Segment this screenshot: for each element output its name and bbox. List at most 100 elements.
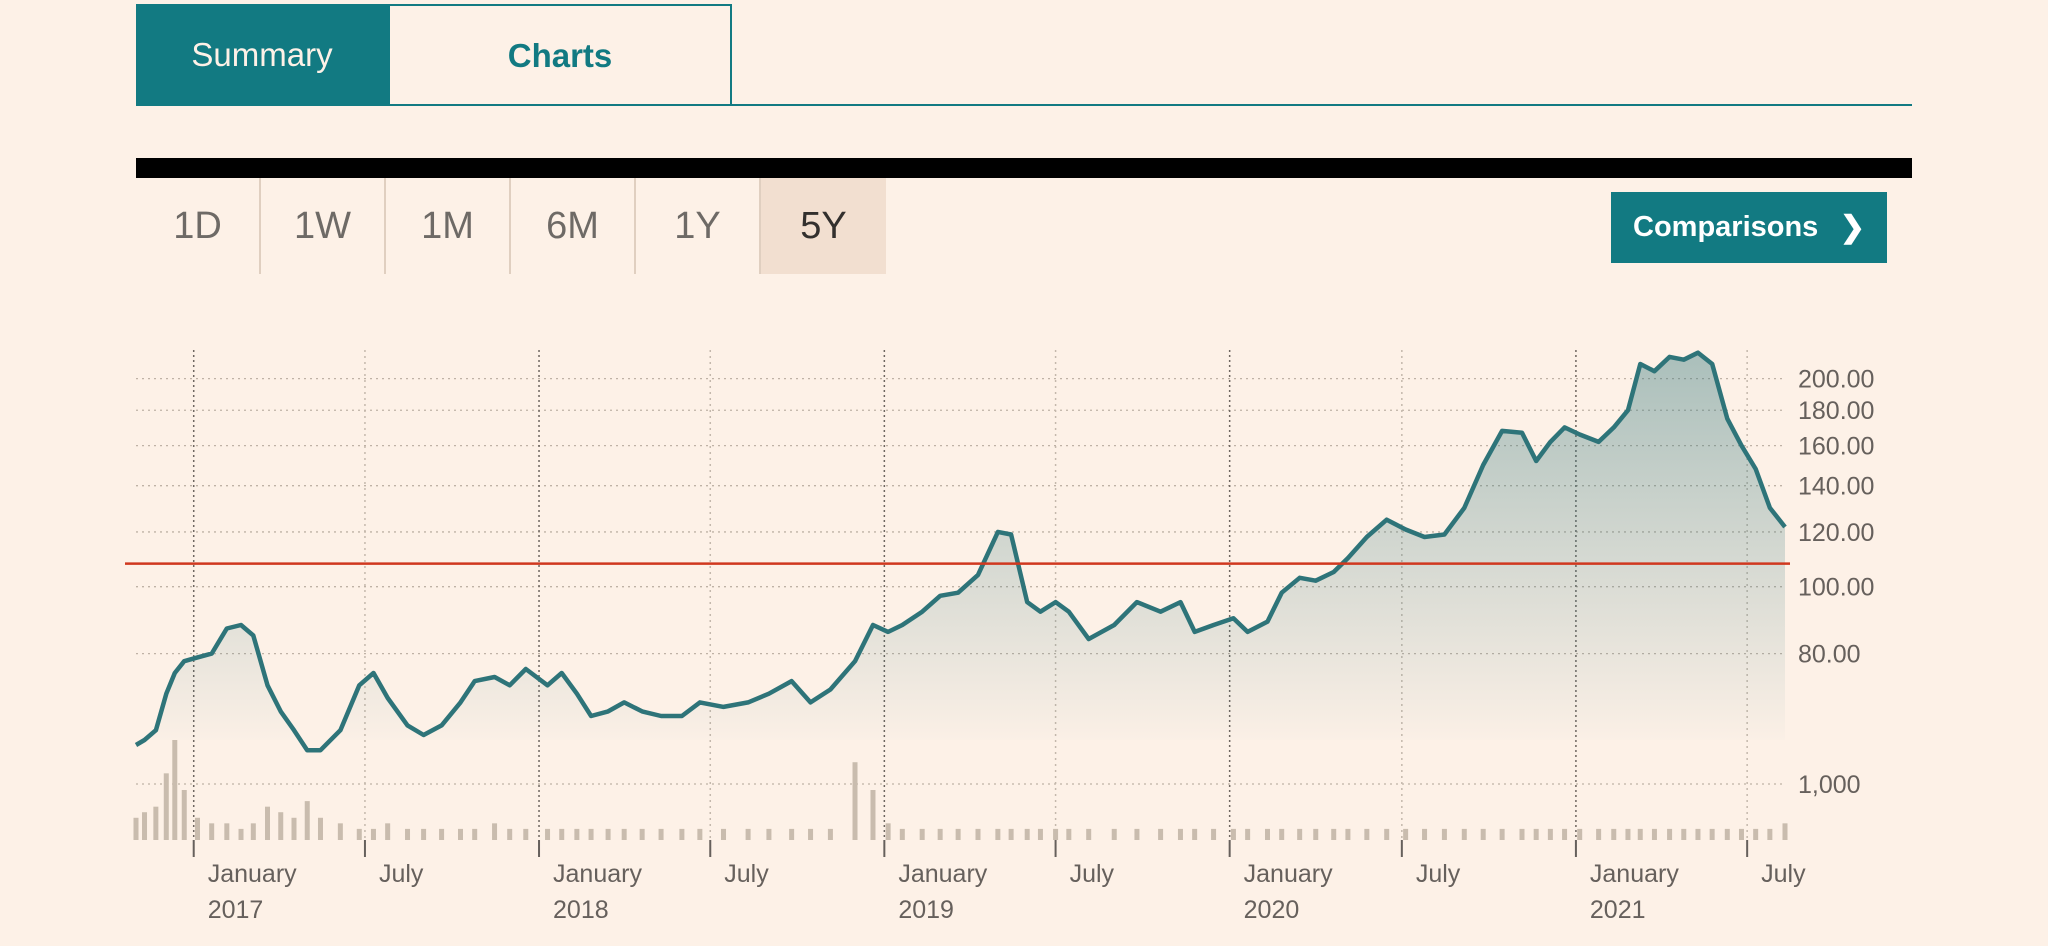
volume-bars (133, 740, 1788, 840)
volume-bar (370, 828, 376, 840)
chevron-right-icon: ❯ (1839, 211, 1865, 244)
volume-bar (523, 828, 529, 840)
tab-summary[interactable]: Summary (136, 4, 388, 105)
x-tick-label: January (1244, 860, 1333, 888)
range-1m[interactable]: 1M (386, 178, 511, 274)
comparisons-button[interactable]: Comparisons ❯ (1611, 192, 1887, 263)
volume-bar (238, 828, 244, 840)
volume-bar (721, 828, 727, 840)
time-range-selector: 1D 1W 1M 6M 1Y 5Y (136, 178, 886, 274)
x-tick-label: January (553, 860, 642, 888)
volume-bar (1724, 828, 1730, 840)
volume-bar (870, 790, 876, 840)
price-area-fill (136, 352, 1785, 751)
volume-bar (1297, 828, 1303, 840)
volume-bar (937, 828, 943, 840)
volume-bar (1008, 828, 1014, 840)
volume-bar (1441, 828, 1447, 840)
volume-bar (1313, 828, 1319, 840)
x-tick-year-label: 2019 (898, 896, 954, 924)
volume-bar (588, 828, 594, 840)
volume-bar (885, 823, 891, 840)
x-tick-label: July (379, 860, 424, 888)
volume-bar (545, 828, 551, 840)
volume-bar (1024, 828, 1030, 840)
volume-bar (766, 828, 772, 840)
x-tick-label: July (1070, 860, 1115, 888)
volume-bar (181, 790, 187, 840)
y-tick-label: 100.00 (1798, 574, 1874, 602)
volume-bar (808, 828, 814, 840)
x-tick-label: January (208, 860, 297, 888)
volume-bar (472, 828, 478, 840)
range-5y[interactable]: 5Y (761, 178, 886, 274)
volume-bar (142, 812, 148, 840)
volume-bar (163, 773, 169, 840)
range-1y[interactable]: 1Y (636, 178, 761, 274)
volume-bar (827, 828, 833, 840)
volume-bar (317, 817, 323, 840)
volume-bar (304, 801, 310, 840)
chart-axes: 200.00 180.00 160.00 140.00 120.00 100.00 80.0… (192, 366, 1874, 924)
volume-bar (1192, 828, 1198, 840)
volume-bar (559, 828, 565, 840)
volume-bar (1637, 828, 1643, 840)
volume-bar (1364, 828, 1370, 840)
volume-bar (1480, 828, 1486, 840)
volume-bar (1753, 828, 1759, 840)
volume-bar (955, 828, 961, 840)
volume-bar (919, 828, 925, 840)
volume-bar (1695, 828, 1701, 840)
volume-bar (1625, 828, 1631, 840)
section-divider-bar (136, 158, 1912, 178)
volume-bar (209, 823, 215, 840)
x-tick-year-label: 2020 (1244, 896, 1300, 924)
volume-bar (1596, 828, 1602, 840)
volume-bar (1667, 828, 1673, 840)
volume-bar (492, 823, 498, 840)
volume-bar (250, 823, 256, 840)
volume-bar (1037, 828, 1043, 840)
volume-bar (1053, 828, 1059, 840)
volume-bar (1461, 828, 1467, 840)
volume-bar (697, 828, 703, 840)
volume-tick-label: 1,000 (1798, 771, 1861, 799)
range-1w[interactable]: 1W (261, 178, 386, 274)
volume-bar (291, 817, 297, 840)
volume-bar (1086, 828, 1092, 840)
y-tick-label: 80.00 (1798, 641, 1861, 669)
volume-bar (1345, 828, 1351, 840)
volume-bar (658, 828, 664, 840)
tab-bar: Summary Charts (136, 4, 1912, 106)
tab-charts[interactable]: Charts (388, 4, 732, 105)
comparisons-label: Comparisons (1633, 211, 1819, 243)
y-tick-label: 180.00 (1798, 397, 1874, 425)
volume-bar (1782, 823, 1788, 840)
x-tick-label: July (724, 860, 769, 888)
volume-bar (574, 828, 580, 840)
volume-bar (458, 828, 464, 840)
volume-bar (995, 828, 1001, 840)
volume-bar (507, 828, 513, 840)
volume-bar (337, 823, 343, 840)
volume-bar (1577, 828, 1583, 840)
volume-bar (899, 828, 905, 840)
volume-bar (1499, 828, 1505, 840)
volume-bar (1562, 828, 1568, 840)
volume-bar (278, 812, 284, 840)
volume-bar (1384, 828, 1390, 840)
range-1d[interactable]: 1D (136, 178, 261, 274)
volume-bar (1738, 828, 1744, 840)
volume-bar (1158, 828, 1164, 840)
volume-bar (421, 828, 427, 840)
volume-bar (385, 823, 391, 840)
volume-bar (1331, 828, 1337, 840)
range-6m[interactable]: 6M (511, 178, 636, 274)
volume-bar (1611, 828, 1617, 840)
x-tick-year-label: 2017 (208, 896, 264, 924)
volume-bar (133, 817, 139, 840)
x-tick-label: July (1761, 860, 1806, 888)
price-line (134, 350, 1787, 753)
volume-bar (621, 828, 627, 840)
